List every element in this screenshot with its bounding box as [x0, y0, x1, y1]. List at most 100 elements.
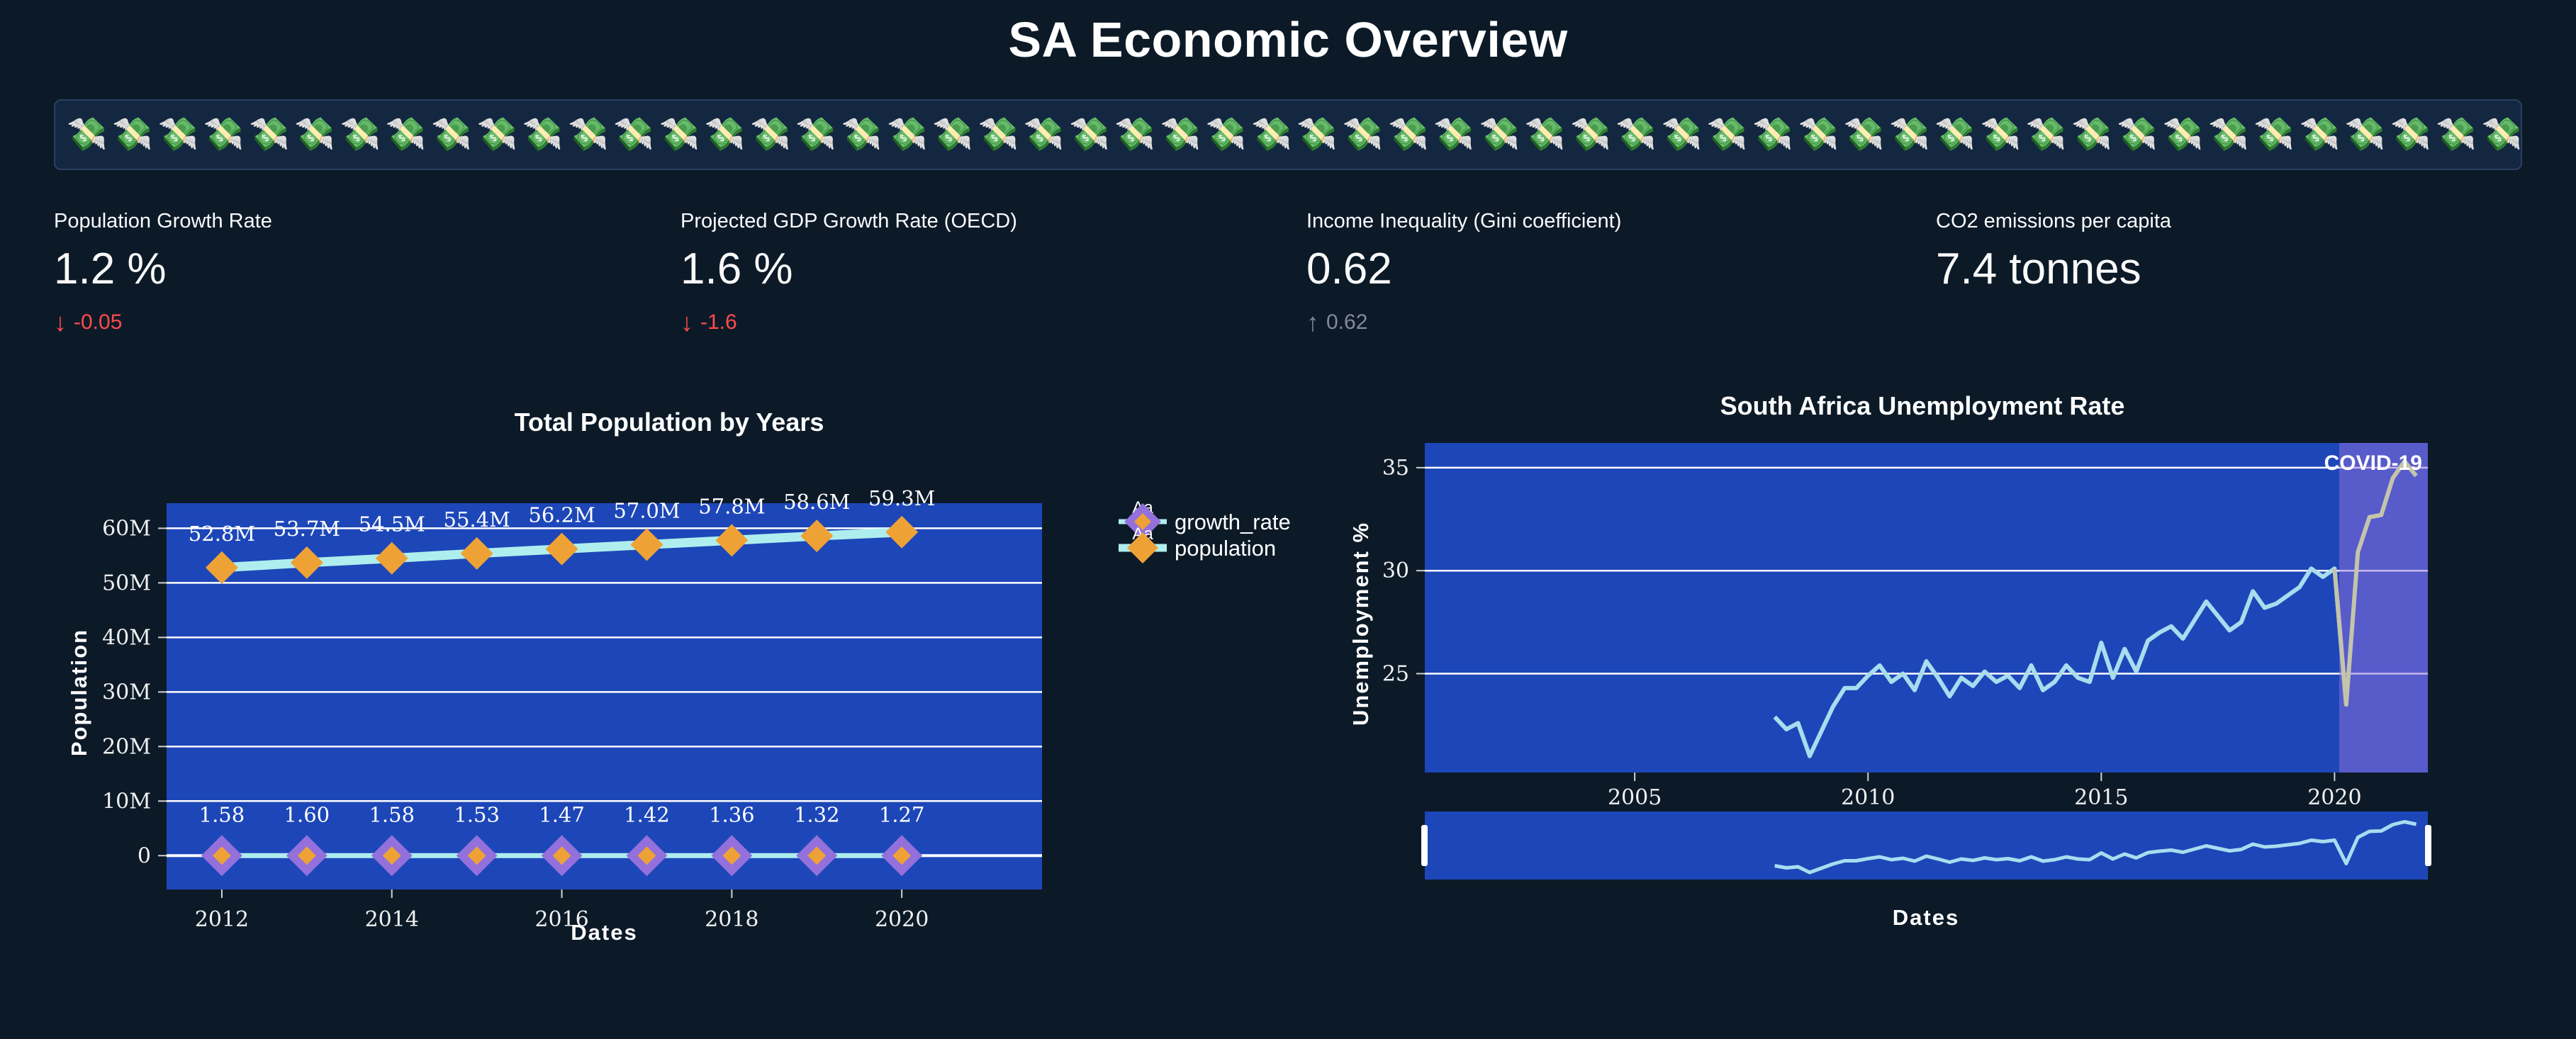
- x-axis-ticks: 2005 2010 2015 2020: [1608, 773, 2362, 810]
- population-marker: [460, 537, 493, 570]
- y-tick-label: 60M: [102, 516, 151, 541]
- legend-growth-marker-center: [1134, 513, 1151, 530]
- slider-handle-left[interactable]: [1421, 825, 1428, 866]
- metric-value: 1.6 %: [681, 245, 793, 293]
- population-marker: [715, 524, 749, 557]
- population-marker: [290, 546, 323, 579]
- legend-item-label: population: [1175, 536, 1276, 561]
- y-axis-title: Unemployment %: [1348, 522, 1373, 726]
- population-marker: [545, 532, 578, 566]
- growth-rate-marker-center: [212, 846, 231, 865]
- unemployment-line: [1773, 566, 2348, 758]
- y-grid: 25 30 35: [1382, 456, 2428, 687]
- growth-rate-data-label: 1.36: [709, 802, 755, 826]
- slider-handle-right[interactable]: [2425, 825, 2431, 866]
- x-tick-label: 2005: [1608, 785, 1662, 810]
- down-arrow-icon: ↓: [54, 308, 67, 337]
- growth-rate-data-label: 1.60: [284, 802, 330, 826]
- growth-rate-data-label: 1.53: [454, 802, 500, 826]
- x-tick-label: 2014: [365, 907, 419, 932]
- population-markers: 52.8M 53.7M 54.5M 55.4M 56.2M 57.0M 57.8M 58.6M…: [189, 486, 935, 584]
- population-chart[interactable]: 0 10M 20M 30M 40M 50M 60M 2012 2014 2016 2018 2020 5…: [43, 397, 1318, 964]
- x-tick-label: 2010: [1841, 785, 1895, 810]
- metric-delta-value: -1.6: [700, 310, 737, 334]
- metric-population-growth: Population Growth Rate 1.2 % ↓ -0.05: [54, 210, 635, 335]
- y-tick-label: 35: [1382, 456, 1409, 481]
- population-data-label: 59.3M: [868, 486, 935, 510]
- growth-rate-data-label: 1.47: [539, 802, 585, 826]
- metric-label: CO2 emissions per capita: [1936, 210, 2172, 232]
- chart-title: South Africa Unemployment Rate: [1720, 391, 2125, 420]
- growth-rate-data-label: 1.42: [624, 802, 670, 826]
- metric-delta: ↑ 0.62: [1306, 310, 1888, 335]
- legend-population-marker: [1127, 532, 1158, 563]
- growth-rate-data-label: 1.58: [369, 802, 415, 826]
- money-banner: 💸💸💸💸💸💸💸💸💸💸💸💸💸💸💸💸💸💸💸💸💸💸💸💸💸💸💸💸💸💸💸💸💸💸💸💸💸💸💸💸…: [54, 99, 2522, 170]
- legend: Aagrowth_rateAapopulation: [1119, 498, 1291, 563]
- population-marker: [800, 520, 834, 553]
- population-data-label: 57.8M: [698, 494, 765, 518]
- metric-delta-value: 0.62: [1326, 310, 1368, 334]
- growth-rate-marker-center: [297, 846, 316, 865]
- range-slider[interactable]: [1421, 811, 2431, 880]
- population-chart-canvas[interactable]: 0 10M 20M 30M 40M 50M 60M 2012 2014 2016 2018 2020 5…: [43, 397, 1318, 964]
- unemployment-chart-canvas[interactable]: 25 30 35 COVID-19 2005 2010 2015 2020 South Afri…: [1347, 386, 2576, 953]
- growth-rate-marker-center: [552, 846, 571, 865]
- x-axis-ticks: 2012 2014 2016 2018 2020: [195, 889, 929, 932]
- population-data-label: 56.2M: [528, 503, 595, 527]
- population-data-label: 54.5M: [359, 512, 425, 537]
- metric-label: Income Inequality (Gini coefficient): [1306, 210, 1622, 232]
- y-tick-label: 20M: [102, 734, 151, 759]
- metric-value: 1.2 %: [54, 245, 167, 293]
- population-data-label: 55.4M: [444, 507, 510, 532]
- y-tick-label: 50M: [102, 571, 151, 595]
- growth-rate-data-label: 1.32: [794, 802, 840, 826]
- y-tick-label: 30: [1382, 558, 1409, 583]
- growth-rate-marker-center: [467, 846, 486, 865]
- x-tick-label: 2012: [195, 907, 249, 932]
- plot-area[interactable]: [1425, 443, 2428, 773]
- population-data-label: 52.8M: [189, 522, 255, 546]
- range-slider-line: [1774, 820, 2417, 875]
- unemployment-line-covid: [2332, 459, 2418, 707]
- x-tick-label: 2020: [875, 907, 929, 932]
- growth-rate-markers: 1.58 1.60 1.58 1.53 1.47 1.42 1.36 1.32 1.27: [199, 802, 925, 877]
- down-arrow-icon: ↓: [681, 308, 693, 337]
- x-axis-title: Dates: [1893, 905, 1959, 930]
- chart-title: Total Population by Years: [515, 408, 824, 437]
- metric-gini: Income Inequality (Gini coefficient) 0.6…: [1306, 210, 1888, 335]
- population-marker: [630, 528, 663, 561]
- covid-annotation-label: COVID-19: [2324, 451, 2422, 475]
- y-axis-title: Population: [67, 629, 91, 756]
- growth-rate-data-label: 1.27: [879, 802, 925, 826]
- growth-rate-marker-center: [722, 846, 741, 865]
- y-tick-label: 0: [138, 843, 151, 868]
- y-grid: 0 10M 20M 30M 40M 50M 60M: [102, 516, 1042, 868]
- up-arrow-icon: ↑: [1306, 308, 1319, 337]
- metric-value: 0.62: [1306, 245, 1392, 293]
- x-tick-label: 2015: [2074, 785, 2128, 810]
- growth-rate-marker-center: [807, 846, 827, 865]
- x-axis-title: Dates: [571, 920, 637, 945]
- metric-label: Population Growth Rate: [54, 210, 272, 232]
- growth-rate-marker-center: [637, 846, 656, 865]
- x-tick-label: 2016: [534, 907, 588, 932]
- growth-rate-marker-center: [382, 846, 401, 865]
- population-data-label: 57.0M: [613, 499, 680, 523]
- growth-rate-data-label: 1.58: [199, 802, 245, 826]
- x-tick-label: 2020: [2307, 785, 2361, 810]
- metric-value: 7.4 tonnes: [1936, 245, 2141, 293]
- x-tick-label: 2018: [705, 907, 758, 932]
- metric-delta-value: -0.05: [74, 310, 123, 334]
- population-data-label: 53.7M: [274, 517, 340, 541]
- population-marker: [885, 515, 919, 549]
- unemployment-chart[interactable]: 25 30 35 COVID-19 2005 2010 2015 2020 South Afri…: [1347, 386, 2576, 953]
- metric-delta: ↓ -0.05: [54, 310, 635, 335]
- y-tick-label: 25: [1382, 662, 1409, 687]
- metric-co2: CO2 emissions per capita 7.4 tonnes: [1936, 210, 2517, 310]
- page-title: SA Economic Overview: [1008, 12, 1568, 67]
- population-marker: [375, 541, 408, 575]
- y-tick-label: 40M: [102, 625, 151, 650]
- y-tick-label: 10M: [102, 789, 151, 814]
- metric-label: Projected GDP Growth Rate (OECD): [681, 210, 1017, 232]
